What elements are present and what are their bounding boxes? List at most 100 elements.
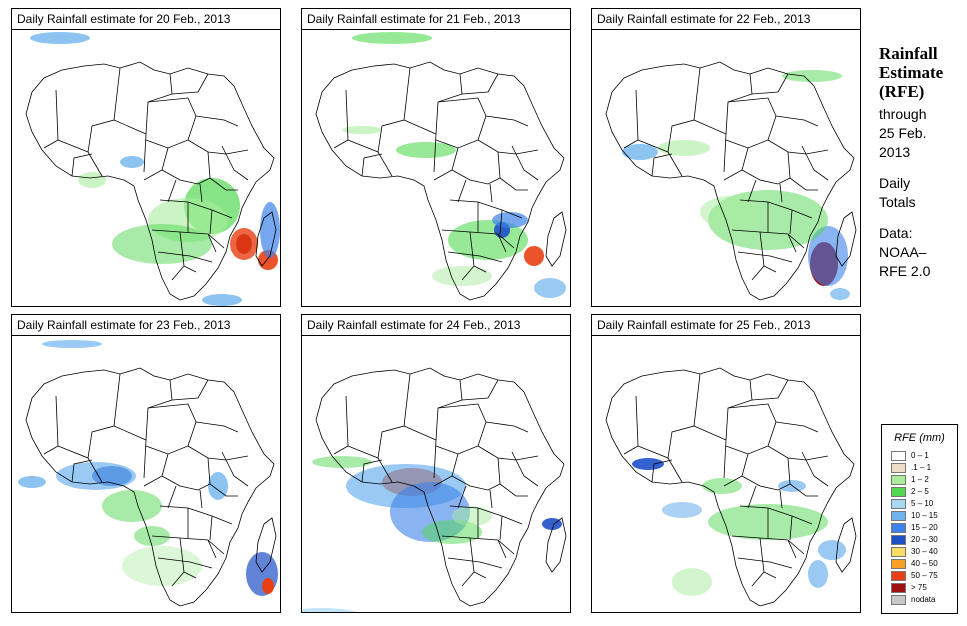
rain-patch — [302, 608, 357, 612]
map-boundary — [727, 97, 777, 117]
rain-patch — [352, 32, 432, 44]
map-boundary — [209, 515, 213, 541]
map-boundary — [779, 183, 783, 203]
map-boundary — [725, 115, 777, 149]
legend-label: 30 – 40 — [911, 547, 938, 556]
map-boundary — [143, 147, 169, 181]
map-boundary — [377, 67, 411, 153]
rain-patch — [312, 456, 372, 468]
map-boundary — [207, 457, 238, 497]
map-boundary — [731, 229, 805, 249]
map-boundary — [725, 421, 777, 455]
rain-patch — [78, 172, 106, 188]
map-boundary — [147, 97, 197, 117]
map-panel-20-feb: Daily Rainfall estimate for 20 Feb., 201… — [11, 8, 281, 308]
map-boundary — [221, 451, 249, 487]
rain-patch — [122, 546, 202, 586]
legend-swatch — [891, 535, 906, 545]
rain-patch — [622, 144, 658, 160]
map-boundary — [747, 179, 757, 203]
map-boundary — [801, 145, 829, 181]
map-boundary — [187, 139, 249, 155]
rain-patch — [120, 156, 144, 168]
map-boundary — [441, 535, 515, 555]
legend-swatch — [891, 547, 906, 557]
through-date: 25 Feb. — [879, 125, 927, 141]
legend-label: 20 – 30 — [911, 535, 938, 544]
map-boundary — [435, 421, 487, 455]
rainfall-layer — [30, 32, 280, 306]
map-boundary — [461, 73, 499, 95]
map-boundary — [667, 67, 701, 153]
map-boundary — [725, 73, 753, 135]
rain-patch — [42, 340, 102, 348]
map-boundary — [441, 229, 515, 249]
map-boundary — [759, 537, 777, 579]
map-boundary — [207, 539, 217, 559]
map-boundary — [43, 89, 59, 149]
period-label: Daily — [879, 175, 911, 191]
data-label: Data: — [879, 225, 913, 241]
map-boundary — [147, 403, 197, 423]
map-boundary — [151, 535, 225, 555]
map-boundary — [207, 233, 217, 253]
rainfall-legend: RFE (mm) 0 – 1 .1 – 1 1 – 2 2 – 5 5 – 10 10 –… — [881, 424, 958, 614]
map-boundary — [723, 147, 749, 181]
legend-swatch — [891, 487, 906, 497]
legend-swatch — [891, 523, 906, 533]
map-boundary — [835, 517, 857, 573]
map-boundary — [511, 451, 539, 487]
map-boundary — [787, 233, 797, 253]
map-boundary — [315, 367, 565, 607]
map-boundary — [767, 445, 829, 461]
map-boundary — [195, 115, 239, 127]
map-boundary — [485, 115, 529, 127]
map-boundary — [447, 251, 503, 263]
map-boundary — [651, 459, 673, 483]
map-boundary — [457, 179, 467, 203]
legend-swatch — [891, 595, 906, 605]
legend-swatch — [891, 499, 906, 509]
rainfall-layer — [622, 70, 850, 300]
through-label: through — [879, 106, 927, 122]
map-boundary — [437, 403, 487, 423]
map-boundary — [469, 537, 487, 579]
legend-label: .1 – 1 — [911, 463, 932, 472]
rain-patch — [452, 506, 492, 526]
map-boundary — [693, 425, 727, 479]
map-boundary — [497, 233, 507, 253]
legend-swatch — [891, 451, 906, 461]
map-boundary — [787, 151, 818, 191]
map-boundary — [333, 395, 349, 455]
rain-patch — [534, 278, 566, 298]
map-boundary — [497, 151, 528, 191]
map-boundary — [737, 557, 793, 569]
legend-swatch — [891, 559, 906, 569]
map-boundary — [775, 115, 819, 127]
rain-patch — [632, 458, 664, 470]
map-boundary — [255, 517, 277, 573]
rain-patch — [342, 126, 382, 134]
map-boundary — [739, 505, 813, 525]
map-boundary — [489, 489, 493, 509]
product-title-line: (RFE) — [879, 82, 925, 101]
map-boundary — [145, 115, 197, 149]
map-boundary — [457, 485, 467, 509]
rain-patch — [782, 70, 842, 82]
map-boundary — [145, 421, 197, 455]
map-boundary — [449, 505, 523, 525]
africa-map — [605, 61, 857, 301]
map-boundary — [171, 571, 185, 587]
map-boundary — [151, 229, 225, 249]
map-boundary — [167, 485, 177, 509]
map-boundary — [623, 395, 639, 455]
map-boundary — [255, 211, 277, 267]
map-panel-25-feb: Daily Rainfall estimate for 25 Feb., 201… — [591, 314, 861, 614]
map-boundary — [333, 89, 349, 149]
legend-label: 0 – 1 — [911, 451, 929, 460]
legend-label: 5 – 10 — [911, 499, 934, 508]
map-boundary — [767, 139, 829, 155]
map-boundary — [347, 139, 393, 177]
map-boundary — [157, 557, 213, 569]
rainfall-map — [11, 336, 281, 613]
